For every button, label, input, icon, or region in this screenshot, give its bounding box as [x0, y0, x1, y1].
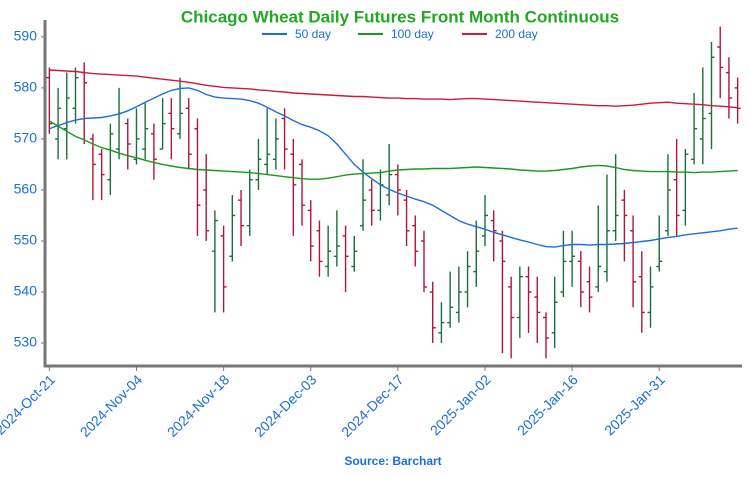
chart-title: Chicago Wheat Daily Futures Front Month … [181, 7, 619, 26]
moving-average-line [49, 87, 738, 248]
legend-label: 200 day [495, 27, 538, 41]
legend-label: 100 day [391, 27, 434, 41]
legend-label: 50 day [295, 27, 331, 41]
x-tick-label: 2025-Jan-02 [427, 371, 494, 438]
y-tick-label: 540 [14, 283, 38, 299]
y-tick-label: 580 [14, 79, 38, 95]
x-tick-label: 2025-Jan-31 [601, 371, 668, 438]
x-tick-label: 2024-Dec-17 [338, 371, 407, 440]
x-tick-label: 2025-Jan-16 [514, 371, 581, 438]
x-tick-label: 2024-Nov-04 [77, 371, 146, 440]
y-tick-label: 550 [14, 232, 38, 248]
x-tick-label: 2024-Oct-21 [0, 371, 58, 437]
y-tick-label: 590 [14, 28, 38, 44]
y-tick-label: 530 [14, 334, 38, 350]
moving-average-line [49, 69, 738, 109]
x-tick-label: 2024-Dec-03 [251, 371, 320, 440]
moving-average-line [49, 120, 738, 180]
x-tick-label: 2024-Nov-18 [164, 371, 233, 440]
source-note: Source: Barchart [344, 454, 441, 468]
y-tick-label: 560 [14, 181, 38, 197]
y-tick-label: 570 [14, 130, 38, 146]
